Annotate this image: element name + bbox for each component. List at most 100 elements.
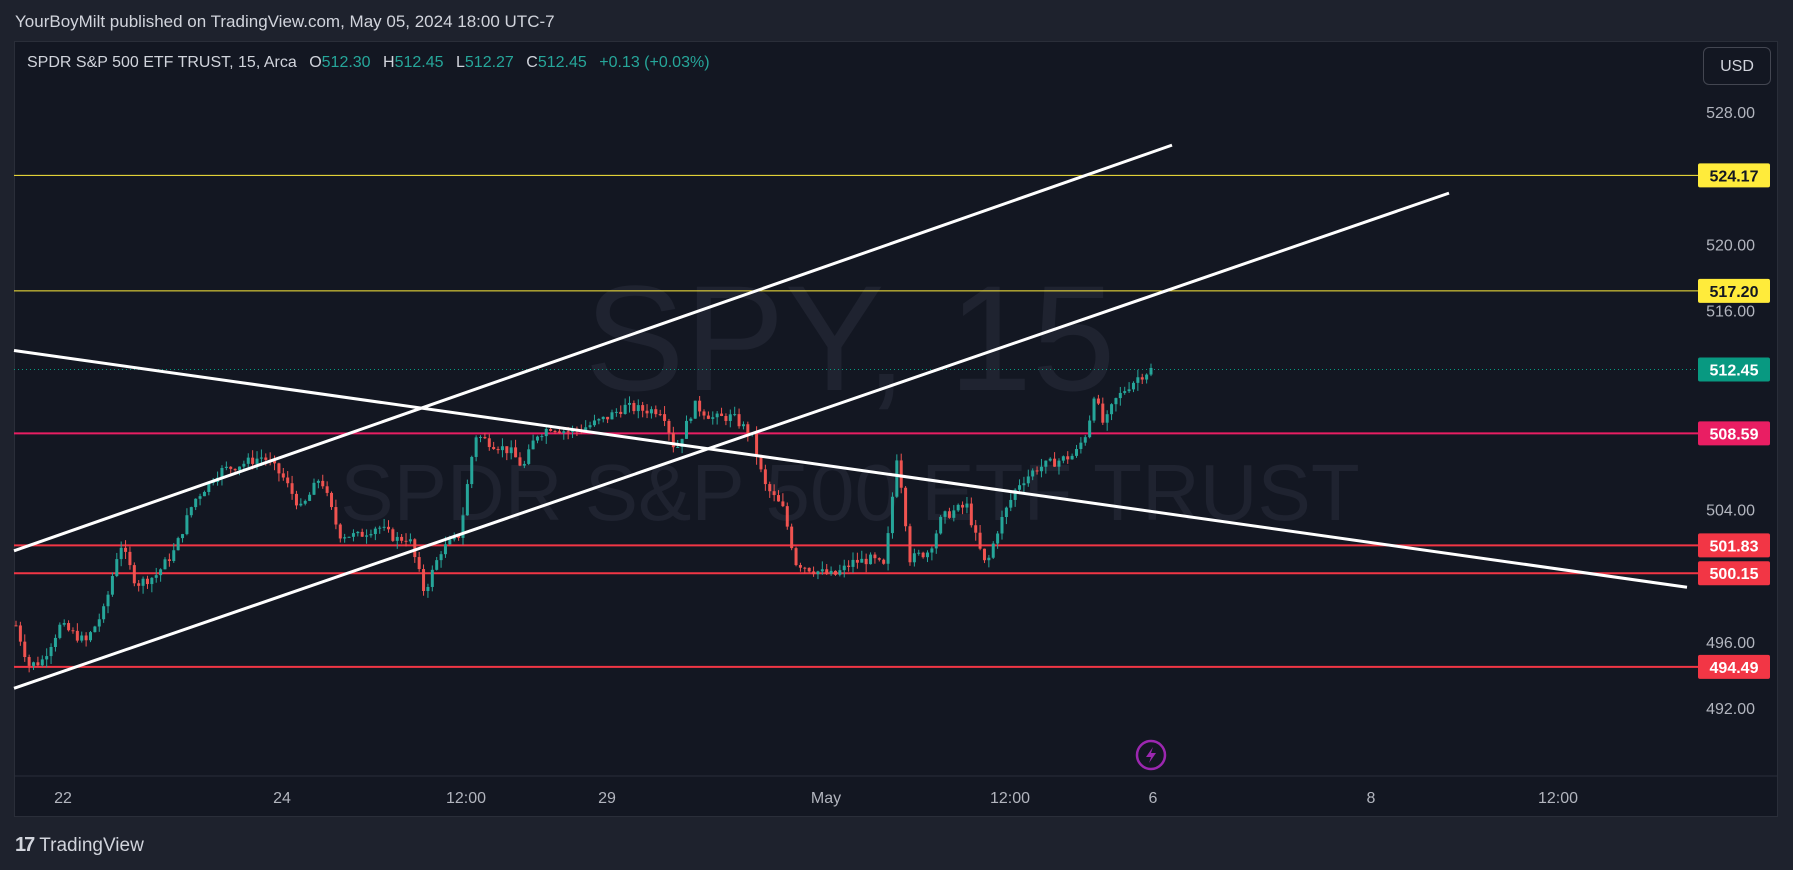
candle-body <box>820 569 824 572</box>
price-tag-label: 512.45 <box>1710 363 1759 380</box>
candle-body <box>110 576 114 595</box>
candle-body <box>531 440 535 450</box>
candle-body <box>794 548 798 566</box>
time-axis-tick: 8 <box>1367 790 1376 807</box>
candle-body <box>479 436 483 438</box>
time-axis-tick: 29 <box>598 790 616 807</box>
time-axis-tick: May <box>811 790 841 807</box>
candle-body <box>84 635 88 641</box>
candle-body <box>154 575 158 578</box>
candle-body <box>264 457 268 460</box>
candle-body <box>790 526 794 549</box>
candle-body <box>124 547 128 552</box>
candle-body <box>299 503 303 506</box>
candle-body <box>763 469 767 485</box>
candle-body <box>724 416 728 421</box>
candle-body <box>71 630 75 632</box>
symbol-title[interactable]: SPDR S&P 500 ETF TRUST, 15, Arca <box>27 54 297 71</box>
candle-body <box>588 425 592 428</box>
candle-body <box>1149 367 1153 375</box>
candle-body <box>1079 442 1083 450</box>
candle-body <box>772 491 776 496</box>
open-value: 512.30 <box>321 54 371 71</box>
time-axis[interactable]: 22 24 12:00 29 May 12:00 6 8 12:00 <box>14 775 1778 807</box>
candle-body <box>755 433 759 457</box>
price-tag-label: 501.83 <box>1710 538 1759 555</box>
candle-body <box>961 504 965 508</box>
candle-body <box>67 623 71 631</box>
candle-body <box>356 531 360 534</box>
candle-body <box>908 526 912 563</box>
candle-body <box>514 447 518 458</box>
candle-body <box>654 409 658 415</box>
candle-body <box>969 503 973 526</box>
time-axis-tick: 12:00 <box>446 790 486 807</box>
candle-body <box>825 569 829 574</box>
candle-body <box>75 630 79 641</box>
high-value: 512.45 <box>394 54 444 71</box>
candle-body <box>1118 392 1122 399</box>
candle-body <box>1018 485 1022 490</box>
candle-body <box>886 533 890 564</box>
candle-body <box>518 457 522 466</box>
candle-body <box>1013 489 1017 500</box>
candle-body <box>273 460 277 464</box>
candles <box>14 363 1153 673</box>
candle-body <box>391 529 395 541</box>
candle-body <box>597 419 601 421</box>
candle-body <box>316 480 320 483</box>
lightning-icon[interactable] <box>1135 739 1167 771</box>
candle-body <box>553 431 557 433</box>
candle-body <box>619 411 623 414</box>
candle-body <box>312 482 316 495</box>
candle-body <box>864 558 868 565</box>
trend-line[interactable] <box>13 143 1173 553</box>
candle-body <box>636 405 640 412</box>
candle-body <box>365 535 369 537</box>
candle-body <box>728 414 732 421</box>
candle-body <box>509 447 513 454</box>
candle-body <box>1004 507 1008 518</box>
candle-body <box>855 559 859 563</box>
trend-line[interactable] <box>13 348 1688 589</box>
price-tag <box>1698 357 1770 382</box>
candle-body <box>1092 398 1096 421</box>
candle-body <box>737 414 741 427</box>
candle-body <box>58 624 62 638</box>
candle-body <box>465 484 469 516</box>
candle-body <box>882 559 886 564</box>
tradingview-logo[interactable]: 17 TradingView <box>15 834 144 857</box>
horizontal-levels[interactable] <box>14 174 1698 668</box>
price-tag <box>1698 421 1770 446</box>
price-axis-tick: 528.00 <box>1706 105 1755 122</box>
candle-body <box>947 511 951 518</box>
candle-body <box>566 431 570 433</box>
candle-body <box>294 493 298 506</box>
price-tag <box>1698 163 1770 188</box>
price-tag-label: 524.17 <box>1710 168 1759 185</box>
candle-body <box>27 657 31 666</box>
candle-body <box>693 400 697 419</box>
price-axis[interactable]: 528.00 520.00 516.00 504.00 496.00 492.00 <box>1706 105 1755 718</box>
candle-body <box>229 466 233 469</box>
currency-button[interactable]: USD <box>1703 47 1771 85</box>
candle-body <box>224 466 228 468</box>
candle-body <box>584 427 588 431</box>
price-tag <box>1698 561 1770 586</box>
candle-body <box>189 507 193 516</box>
candle-body <box>877 558 881 560</box>
candle-body <box>1044 460 1048 467</box>
trend-lines[interactable] <box>13 143 1688 690</box>
candle-body <box>535 436 539 441</box>
candle-body <box>40 659 44 666</box>
candle-body <box>851 559 855 567</box>
candle-body <box>439 554 443 561</box>
candle-body <box>1000 517 1004 534</box>
chart-pane[interactable] <box>14 41 1778 817</box>
candle-body <box>334 507 338 525</box>
candle-body <box>422 569 426 592</box>
trend-line[interactable] <box>13 191 1450 690</box>
symbol-watermark: SPY, 15 SPDR S&P 500 ETF TRUST <box>340 254 1360 537</box>
candle-body <box>207 481 211 492</box>
